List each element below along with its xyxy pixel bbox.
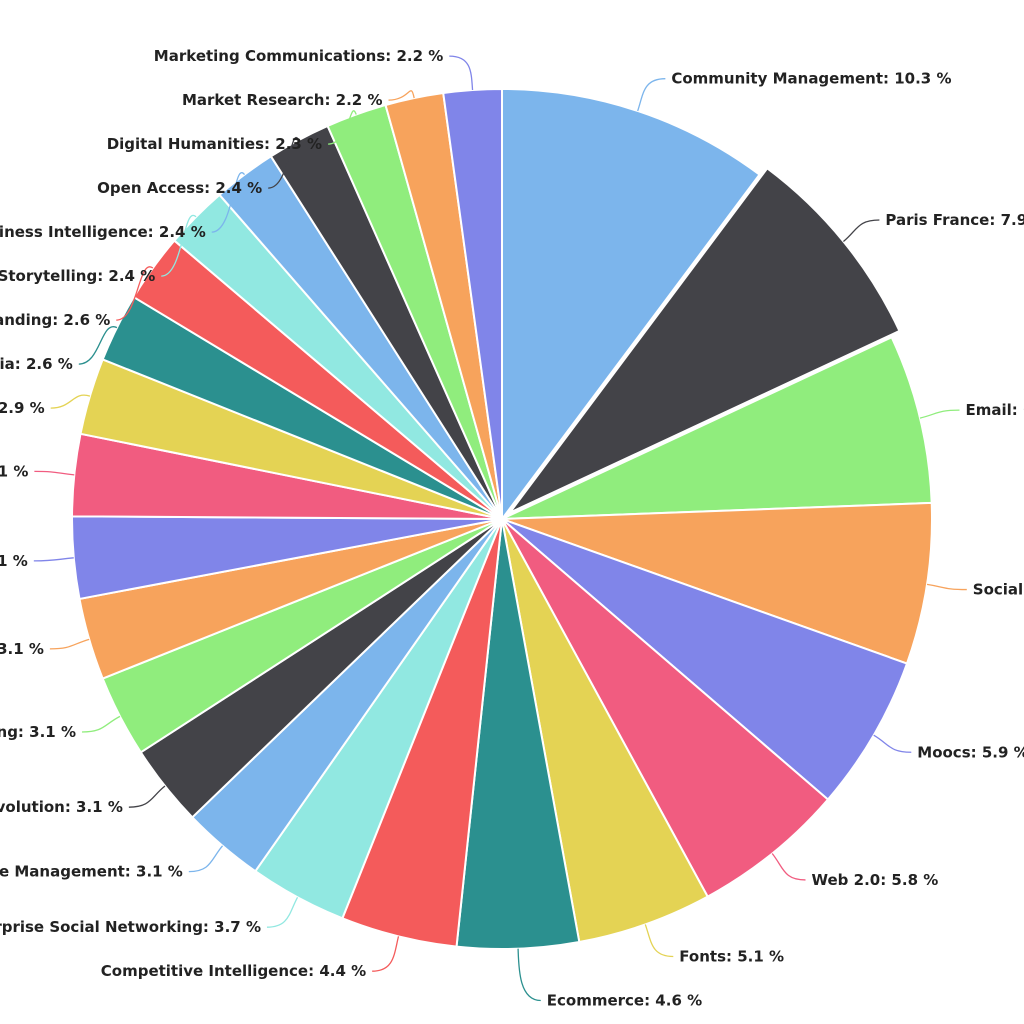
connector-community-management [637,78,666,112]
data-label-digital-humanities: Digital Humanities: 2.3 % [107,135,322,153]
connector-ecommerce [517,948,541,1002]
connector-enterprise-social-networking [266,896,299,928]
data-label-storytelling: Storytelling: 2.4 % [0,267,155,285]
connector-branding [116,266,154,321]
connector-blogging [34,470,75,476]
connector-digital-humanities [328,110,357,145]
connector-web-2-0 [771,853,806,881]
connector-open-data [49,638,90,650]
connector-curation [50,394,91,409]
pie-slice-web-2-0[interactable] [501,518,829,898]
connector-knowledge-management [188,845,224,873]
connector-competitive-intelligence [372,936,400,972]
data-label-moocs: Moocs: 5.9 % [917,743,1024,761]
data-label-open-access: Open Access: 2.4 % [97,179,262,197]
data-label-marketing-communications: Marketing Communications: 2.2 % [154,47,444,65]
connector-revolution [128,785,166,808]
connector-email [919,409,960,419]
data-label-open-data: Open Data: 3.1 % [0,640,44,658]
data-label-social-media: Social Media: 2.6 % [0,355,73,373]
data-label-enterprise-social-networking: Enterprise Social Networking: 3.7 % [0,918,261,936]
connector-business-intelligence [211,172,246,233]
connector-moocs [873,734,912,753]
pie-slices [71,88,933,950]
pie-slice-paris-france[interactable] [508,167,901,514]
data-label-social: Social: 6.1 % [973,581,1024,599]
connector-social [926,583,967,591]
connector-paris-france [843,219,880,242]
connector-publishing [33,557,74,562]
connector-open-access [268,136,300,189]
data-label-curation: Curation: 2.9 % [0,399,45,417]
data-label-competitive-intelligence: Competitive Intelligence: 4.4 % [101,962,366,980]
slice-labels: Community Management: 10.3 % Paris France… [0,47,1024,1009]
data-label-branding: Branding: 2.6 % [0,311,110,329]
data-label-knowledge-management: Knowledge Management: 3.1 % [0,863,183,881]
data-label-ecommerce: Ecommerce: 4.6 % [547,991,702,1009]
data-label-web-2-0: Web 2.0: 5.8 % [812,871,939,889]
data-label-community-management: Community Management: 10.3 % [671,70,951,88]
label-connectors [33,55,967,1002]
connector-market-research [388,90,415,101]
connector-fonts [644,924,674,958]
data-label-revolution: Revolution: 3.1 % [0,798,123,816]
data-label-market-research: Market Research: 2.2 % [182,91,383,109]
data-label-email: Email: 6.4 % [965,401,1024,419]
data-label-business-intelligence: Business Intelligence: 2.4 % [0,223,206,241]
connector-marketing [81,715,121,733]
connector-marketing-communications [449,55,474,91]
data-label-marketing: Marketing: 3.1 % [0,723,76,741]
pie-slice-email[interactable] [501,336,933,520]
connector-social-media [78,326,118,365]
connector-storytelling [161,214,197,277]
data-label-paris-france: Paris France: 7.9 % [885,211,1024,229]
data-label-blogging: Blogging: 3.1 % [0,462,28,480]
data-label-publishing: Publishing: 3.1 % [0,552,28,570]
data-label-fonts: Fonts: 5.1 % [679,947,784,965]
